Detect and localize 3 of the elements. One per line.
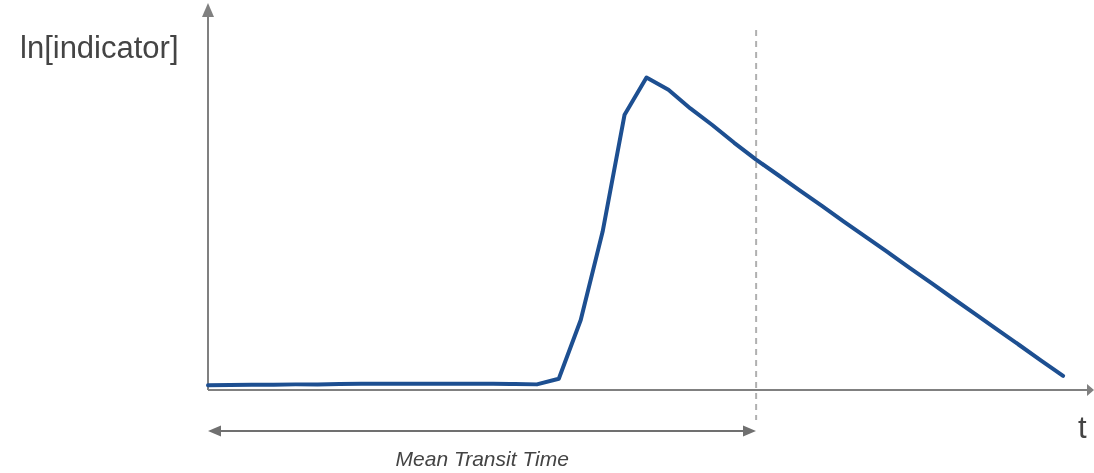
y-axis-title: ln[indicator] bbox=[20, 30, 179, 66]
x-axis-title: t bbox=[1078, 410, 1087, 446]
text: Mean Transit Time bbox=[395, 447, 569, 471]
